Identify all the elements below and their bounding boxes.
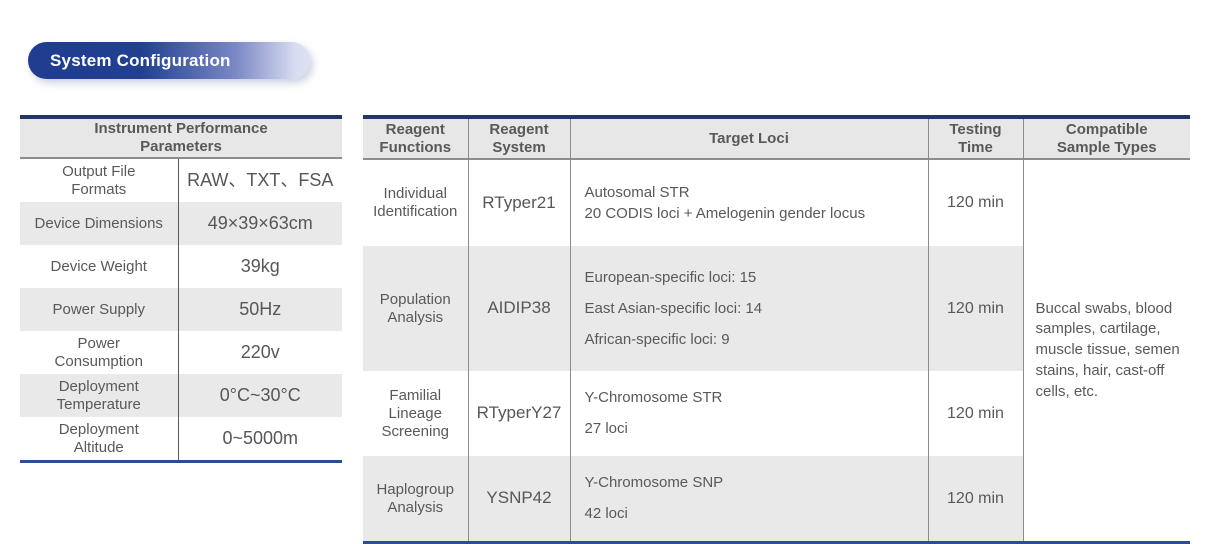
function-cell: Individual Identification [373,185,458,220]
loci-line: African-specific loci: 9 [584,330,730,348]
param-value-cell: 39kg [240,255,280,276]
param-label-cell: Device Dimensions [20,202,179,245]
testing-time-cell: 120 min [927,456,1023,543]
param-label-cell: Power Supply [20,288,179,331]
loci-cell: Autosomal STR 20 CODIS loci + Amelogenin… [569,159,928,246]
table-row: Deployment Temperature 0°C~30°C [20,374,343,417]
loci-line: 27 loci [584,420,628,437]
table-row: Device Weight 39kg [20,245,342,288]
table-row: Deployment Altitude 0~5000m [20,417,342,462]
function-cell: Haplogroup Analysis [376,480,455,516]
table-row: Familial Lineage Screening RTyperY27 Y-C… [363,371,1190,456]
table-row: Individual Identification RTyper21 Autos… [363,159,1190,543]
param-label-cell: Deployment Temperature [20,374,179,417]
testing-time-cell: 120 min [927,371,1023,456]
loci-line: Y-Chromosome STR [584,389,723,406]
loci-line: Y-Chromosome SNP [584,474,724,491]
param-label-cell: Power Consumption [20,331,179,374]
system-cell: YSNP42 [467,456,570,543]
table-row: Power Supply 50Hz [20,288,343,331]
performance-table-title: Instrument Performance Parameters [20,117,343,159]
column-header-reagent-system: Reagent System [467,117,570,160]
param-value-cell: 0~5000m [222,427,299,448]
param-label-cell: Device Weight [20,245,179,288]
system-cell: AIDIP38 [467,246,570,371]
testing-time-cell: 120 min [927,159,1023,246]
column-header-target-loci: Target Loci [569,117,928,160]
column-header-reagent-functions: Reagent Functions [363,117,468,160]
section-title-pill: System Configuration [28,42,310,79]
param-value-cell: 0°C~30°C [219,384,301,405]
loci-cell: Y-Chromosome STR 27 loci [569,371,928,456]
system-cell: RTyper21 [467,159,570,246]
sample-types-cell: Buccal swabs, blood samples, cartilage, … [1022,159,1190,543]
section-title: System Configuration [50,50,231,70]
loci-line: 42 loci [584,505,628,522]
table-row: Output File Formats RAW、TXT、FSA [20,158,342,202]
reagent-table: Reagent Functions Reagent System Target … [363,115,1190,544]
performance-table: Instrument Performance Parameters Output… [20,115,343,463]
loci-line: 20 CODIS loci + Amelogenin gender locus [584,204,866,222]
param-value-cell: RAW、TXT、FSA [187,169,334,190]
param-value-cell: 49×39×63cm [207,212,313,233]
column-header-testing-time: Testing Time [927,117,1023,160]
table-header-row: Reagent Functions Reagent System Target … [363,117,1190,160]
param-label-cell: Output File Formats [20,158,179,202]
param-label-cell: Deployment Altitude [20,417,179,462]
function-cell: Population Analysis [379,290,451,326]
table-header-row: Instrument Performance Parameters [20,117,343,159]
param-value-cell: 220v [240,341,280,362]
loci-line: European-specific loci: 15 [584,268,757,286]
testing-time-cell: 120 min [927,246,1023,371]
loci-line: East Asian-specific loci: 14 [584,299,763,317]
loci-cell: Y-Chromosome SNP 42 loci [569,456,928,543]
system-cell: RTyperY27 [467,371,570,456]
column-header-compatible-sample-types: Compatible Sample Types [1022,117,1190,160]
function-cell: Familial Lineage Screening [381,386,450,440]
param-value-cell: 50Hz [239,298,282,319]
table-row: Power Consumption 220v [20,331,342,374]
loci-line: Autosomal STR [584,183,690,201]
loci-cell: European-specific loci: 15 East Asian-sp… [569,246,928,371]
table-row: Device Dimensions 49×39×63cm [20,202,343,245]
